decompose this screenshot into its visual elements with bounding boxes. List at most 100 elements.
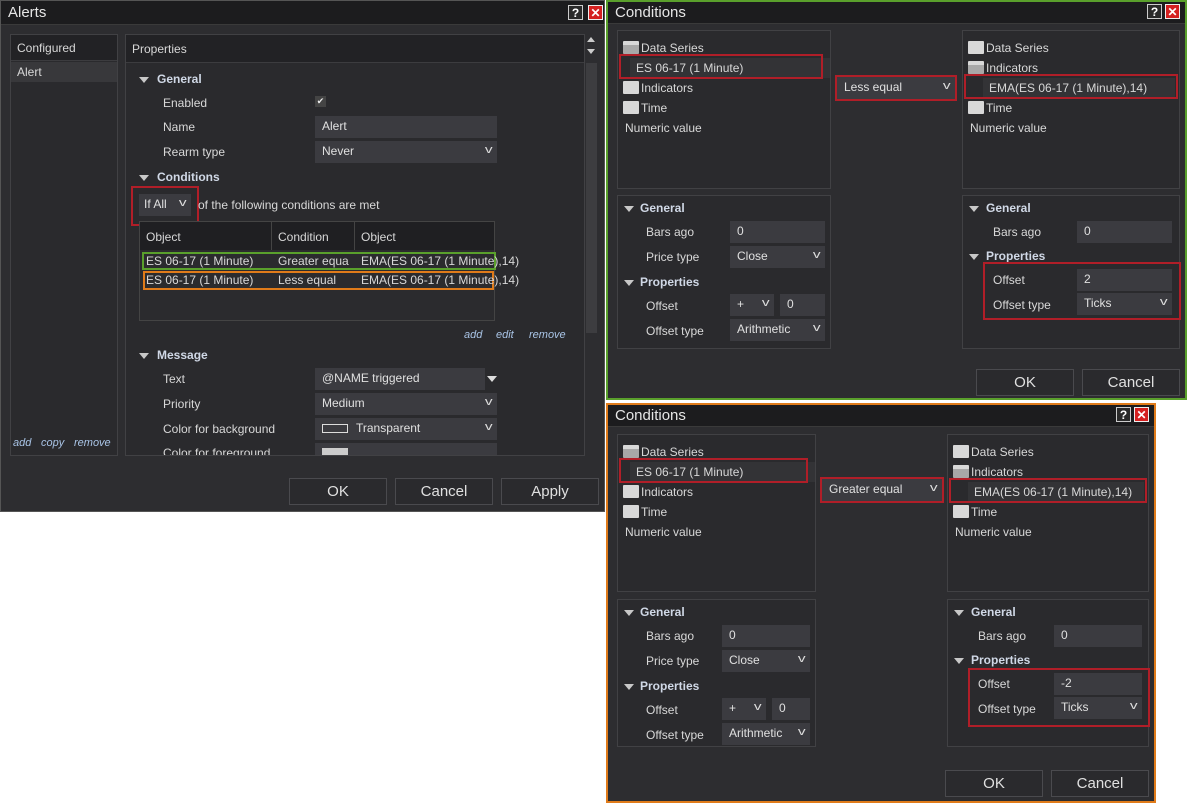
tree-item[interactable]: Numeric value — [955, 525, 1032, 539]
add-condition-link[interactable]: add — [464, 329, 483, 341]
apply-button[interactable]: Apply — [501, 478, 599, 505]
close-icon[interactable]: ✕ — [588, 5, 603, 20]
cancel-button[interactable]: Cancel — [1051, 770, 1149, 797]
scroll-down-icon[interactable] — [587, 49, 595, 54]
bars-ago-input[interactable]: 0 — [1077, 221, 1172, 243]
tree-item[interactable]: Time — [641, 505, 668, 519]
properties-scrollbar[interactable] — [584, 34, 599, 334]
foreground-color-select[interactable] — [315, 443, 497, 455]
text-input[interactable]: @NAME triggered — [315, 368, 485, 390]
column-header-object-2[interactable]: Object — [361, 230, 396, 244]
offset-type-select[interactable]: Ticks v — [1054, 697, 1142, 719]
help-icon[interactable]: ? — [1116, 407, 1131, 422]
chevron-down-icon: v — [942, 80, 951, 92]
scroll-up-icon[interactable] — [587, 37, 595, 42]
offset-type-select[interactable]: Ticks v — [1077, 293, 1172, 315]
left-properties-panel: General Bars ago 0 Price type Close v Properti… — [617, 195, 831, 349]
chevron-down-icon: v — [761, 297, 770, 309]
collapse-properties-icon[interactable] — [954, 658, 964, 664]
cancel-button[interactable]: Cancel — [1082, 369, 1180, 396]
ok-button[interactable]: OK — [289, 478, 387, 505]
condition-select[interactable]: Greater equal v — [822, 479, 942, 501]
tree-item-selected[interactable]: ES 06-17 (1 Minute) — [630, 58, 830, 78]
close-icon[interactable]: ✕ — [1134, 407, 1149, 422]
chevron-down-icon: v — [1129, 700, 1138, 712]
priority-select[interactable]: Medium v — [315, 393, 497, 415]
remove-alert-link[interactable]: remove — [74, 437, 111, 449]
background-color-select[interactable]: Transparent v — [315, 418, 497, 440]
tree-item[interactable]: Data Series — [641, 41, 704, 55]
bars-ago-input[interactable]: 0 — [1054, 625, 1142, 647]
offset-input[interactable]: 2 — [1077, 269, 1172, 291]
offset-type-select[interactable]: Arithmetic v — [730, 319, 825, 341]
collapse-general-icon[interactable] — [624, 610, 634, 616]
offset-input[interactable]: 0 — [772, 698, 810, 720]
collapse-properties-icon[interactable] — [624, 684, 634, 690]
collapse-message-icon[interactable] — [139, 353, 149, 359]
collapse-general-icon[interactable] — [139, 77, 149, 83]
tree-item[interactable]: Indicators — [641, 81, 694, 95]
tree-item[interactable]: Time — [641, 101, 668, 115]
bars-ago-input[interactable]: 0 — [730, 221, 825, 243]
configured-item-alert[interactable]: Alert — [11, 62, 117, 82]
offset-input[interactable]: -2 — [1054, 673, 1142, 695]
enabled-checkbox[interactable]: ✔ — [315, 96, 326, 107]
collapse-general-icon[interactable] — [969, 206, 979, 212]
tree-item-selected[interactable]: EMA(ES 06-17 (1 Minute),14) — [983, 78, 1175, 98]
collapse-properties-icon[interactable] — [969, 254, 979, 260]
tree-item[interactable]: Time — [986, 101, 1013, 115]
dropdown-arrow-icon[interactable] — [487, 376, 497, 382]
ok-button[interactable]: OK — [945, 770, 1043, 797]
copy-alert-link[interactable]: copy — [41, 437, 65, 449]
folder-open-icon — [968, 61, 984, 74]
offset-type-select[interactable]: Arithmetic v — [722, 723, 810, 745]
collapse-conditions-icon[interactable] — [139, 175, 149, 181]
cancel-button[interactable]: Cancel — [395, 478, 493, 505]
offset-sign-select[interactable]: + v — [722, 698, 766, 720]
tree-item[interactable]: Numeric value — [625, 121, 702, 135]
remove-condition-link[interactable]: remove — [529, 329, 566, 341]
condition-select[interactable]: Less equal v — [837, 77, 955, 99]
bars-ago-input[interactable]: 0 — [722, 625, 810, 647]
tree-item-selected[interactable]: ES 06-17 (1 Minute) — [630, 462, 815, 482]
ok-button[interactable]: OK — [976, 369, 1074, 396]
help-icon[interactable]: ? — [568, 5, 583, 20]
tree-item[interactable]: Data Series — [971, 445, 1034, 459]
table-row[interactable]: ES 06-17 (1 Minute) Greater equa EMA(ES … — [142, 252, 519, 270]
offset-sign-select-value: + — [729, 701, 737, 715]
title-bar[interactable]: Alerts ? ✕ — [1, 1, 604, 25]
help-icon[interactable]: ? — [1147, 4, 1162, 19]
column-header-condition[interactable]: Condition — [278, 230, 329, 244]
tree-item[interactable]: Indicators — [986, 61, 1039, 75]
window-title: Alerts — [8, 4, 47, 21]
name-input[interactable]: Alert — [315, 116, 497, 138]
collapse-general-icon[interactable] — [954, 610, 964, 616]
offset-sign-select[interactable]: + v — [730, 294, 774, 316]
collapse-general-icon[interactable] — [624, 206, 634, 212]
column-header-object[interactable]: Object — [146, 230, 181, 244]
price-type-select[interactable]: Close v — [722, 650, 810, 672]
tree-item-selected[interactable]: EMA(ES 06-17 (1 Minute),14) — [968, 482, 1144, 502]
scroll-thumb[interactable] — [586, 63, 597, 333]
tree-item[interactable]: Indicators — [971, 465, 1024, 479]
condition-mode-select[interactable]: If All v — [139, 194, 191, 216]
tree-item[interactable]: Data Series — [986, 41, 1049, 55]
tree-item[interactable]: Data Series — [641, 445, 704, 459]
folder-icon — [953, 505, 969, 518]
close-icon[interactable]: ✕ — [1165, 4, 1180, 19]
folder-icon — [623, 485, 639, 498]
title-bar[interactable]: Conditions? ✕ — [608, 405, 1154, 427]
price-type-select[interactable]: Close v — [730, 246, 825, 268]
table-row[interactable]: ES 06-17 (1 Minute) Less equal EMA(ES 06… — [143, 271, 519, 290]
title-bar[interactable]: Conditions? ✕ — [608, 2, 1185, 24]
tree-item[interactable]: Indicators — [641, 485, 694, 499]
rearm-type-select[interactable]: Never v — [315, 141, 497, 163]
collapse-properties-icon[interactable] — [624, 280, 634, 286]
edit-condition-link[interactable]: edit — [496, 329, 514, 341]
tree-item[interactable]: Numeric value — [970, 121, 1047, 135]
add-alert-link[interactable]: add — [13, 437, 32, 449]
tree-item[interactable]: Time — [971, 505, 998, 519]
offset-input[interactable]: 0 — [780, 294, 825, 316]
tree-item[interactable]: Numeric value — [625, 525, 702, 539]
chevron-down-icon: v — [812, 249, 821, 261]
